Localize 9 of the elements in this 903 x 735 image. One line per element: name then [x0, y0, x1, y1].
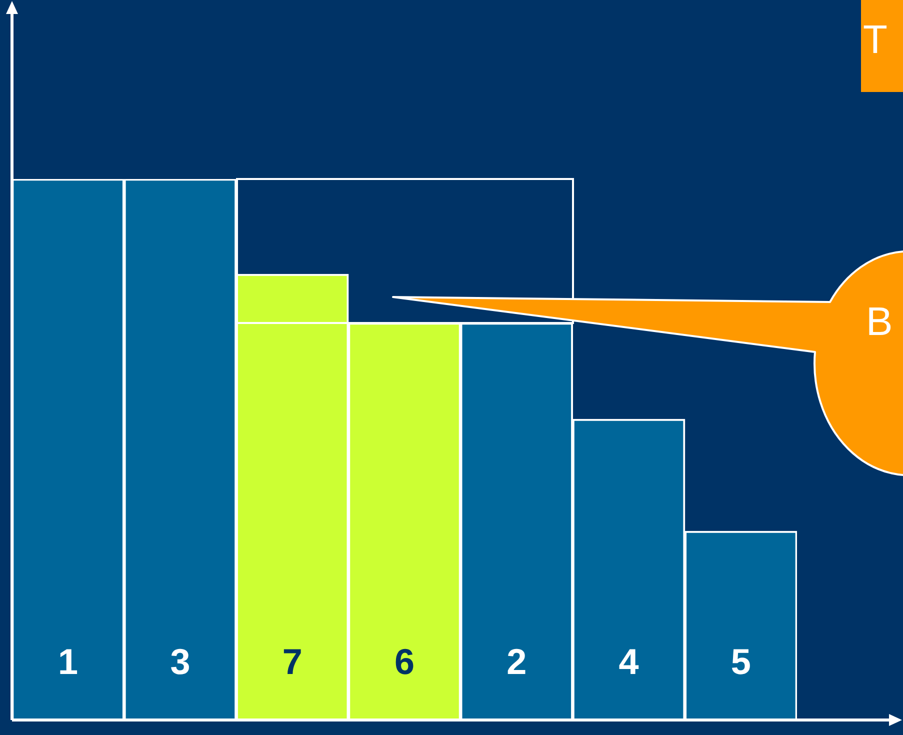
annotation: B — [866, 300, 893, 344]
x-tick-label: 7 — [282, 640, 302, 682]
x-tick-label: 1 — [58, 640, 78, 682]
x-tick-label: 2 — [506, 640, 527, 682]
x-tick-label: 4 — [618, 640, 639, 682]
text: T — [863, 18, 888, 62]
x-tick-label: 6 — [394, 640, 415, 682]
x-tick-label: 3 — [170, 640, 190, 682]
x-tick-label: 5 — [730, 640, 751, 682]
